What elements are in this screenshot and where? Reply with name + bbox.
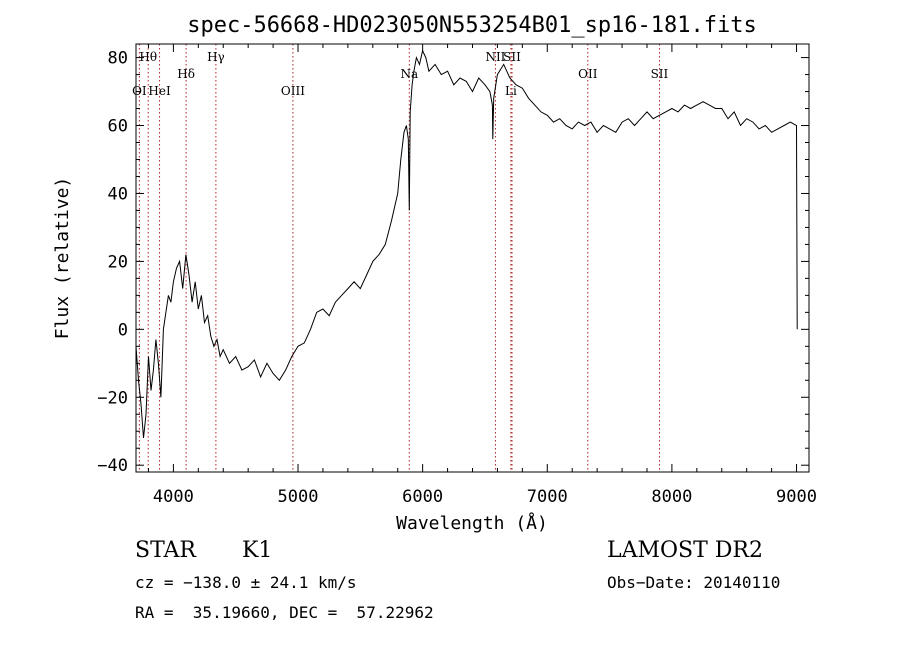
x-tick-label: 4000 bbox=[153, 487, 194, 507]
spectral-line-label: NII bbox=[485, 50, 505, 64]
redshift-readout: cz = −138.0 ± 24.1 km/s bbox=[135, 573, 357, 592]
x-tick-label: 8000 bbox=[651, 487, 692, 507]
survey-label: LAMOST DR2 bbox=[607, 538, 763, 563]
spectral-line-label: OII bbox=[578, 67, 598, 81]
y-tick-label: 0 bbox=[118, 320, 128, 340]
obs-date-readout: Obs−Date: 20140110 bbox=[607, 573, 781, 592]
x-tick-label: 5000 bbox=[278, 487, 319, 507]
spectral-line-label: HeI bbox=[148, 84, 171, 98]
spectral-line-label: OI bbox=[132, 84, 147, 98]
spectrum-series-line bbox=[135, 49, 798, 439]
coordinates-readout: RA = 35.19660, DEC = 57.22962 bbox=[135, 603, 434, 622]
spectral-line-label: OIII bbox=[281, 84, 305, 98]
y-tick-label: −20 bbox=[97, 388, 128, 408]
y-axis-label: Flux (relative) bbox=[52, 177, 73, 340]
x-tick-label: 9000 bbox=[776, 487, 817, 507]
subclass-label: K1 bbox=[242, 538, 273, 563]
spectral-line-label: SII bbox=[651, 67, 669, 81]
y-tick-label: 80 bbox=[108, 49, 128, 69]
x-tick-label: 6000 bbox=[402, 487, 443, 507]
spectral-line-label: Na bbox=[400, 67, 418, 81]
spectral-line-label: Li bbox=[505, 84, 517, 98]
spectral-line-label: SII bbox=[503, 50, 521, 64]
x-tick-label: 7000 bbox=[527, 487, 568, 507]
y-axis: −40 −20 0 20 40 60 80 bbox=[97, 49, 809, 476]
plot-frame bbox=[135, 43, 810, 473]
spectral-line-label: Hγ bbox=[207, 50, 225, 64]
x-axis: 4000 5000 6000 7000 8000 9000 bbox=[147, 44, 817, 507]
y-tick-label: 60 bbox=[108, 117, 128, 137]
y-tick-label: −40 bbox=[97, 456, 128, 476]
x-axis-label: Wavelength (Å) bbox=[396, 512, 548, 534]
y-tick-label: 20 bbox=[108, 252, 128, 272]
spectral-line-label: Hθ bbox=[139, 50, 157, 64]
spectral-line-label: Hδ bbox=[177, 67, 195, 81]
y-tick-label: 40 bbox=[108, 184, 128, 204]
chart-title: spec-56668-HD023050N553254B01_sp16-181.f… bbox=[187, 13, 757, 38]
class-label: STAR bbox=[135, 538, 196, 563]
